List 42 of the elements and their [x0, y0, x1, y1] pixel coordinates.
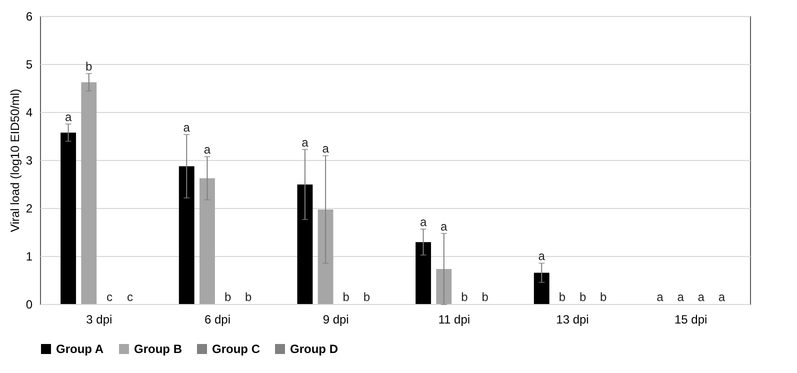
legend-label: Group D [290, 342, 338, 356]
annotation: b [363, 290, 370, 304]
annotation: a [698, 290, 705, 304]
annotation: b [600, 290, 608, 304]
y-axis-title: Viral load (log10 EID50/ml) [8, 88, 22, 232]
annotation: a [718, 290, 726, 304]
annotation: a [302, 135, 309, 150]
annotation: a [183, 120, 190, 135]
annotation: a [440, 219, 448, 234]
x-tick-label: 3 dpi [86, 312, 112, 326]
annotation: a [656, 290, 664, 304]
y-tick-label: 1 [26, 250, 33, 264]
x-tick-label: 15 dpi [674, 312, 708, 326]
annotation: b [224, 290, 232, 304]
x-tick-label: 13 dpi [556, 312, 589, 326]
x-tick-label: 9 dpi [322, 312, 349, 326]
annotation: a [64, 110, 72, 124]
annotation: a [420, 215, 427, 230]
annotation: b [579, 290, 586, 304]
y-tick-label: 2 [26, 202, 33, 216]
x-tick-label: 6 dpi [204, 312, 231, 326]
legend-label: Group B [134, 342, 182, 356]
y-tick-label: 0 [26, 298, 33, 312]
annotation: b [558, 290, 566, 304]
annotation: b [86, 60, 93, 74]
annotation: b [482, 290, 489, 304]
legend-label: Group A [56, 342, 104, 356]
annotation: a [204, 142, 211, 157]
annotation: a [538, 249, 546, 264]
legend-label: Group C [212, 342, 260, 356]
annotation: b [342, 290, 350, 304]
y-tick-label: 6 [26, 10, 33, 24]
y-tick-label: 4 [26, 106, 33, 120]
annotation: a [322, 142, 330, 156]
y-tick-label: 3 [26, 154, 33, 168]
y-tick-label: 5 [26, 58, 33, 72]
annotation: b [461, 290, 468, 304]
annotation: b [245, 290, 252, 304]
annotation: a [677, 290, 684, 304]
x-tick-label: 11 dpi [438, 312, 470, 326]
annotation: c [127, 290, 134, 304]
annotation: c [106, 290, 112, 304]
